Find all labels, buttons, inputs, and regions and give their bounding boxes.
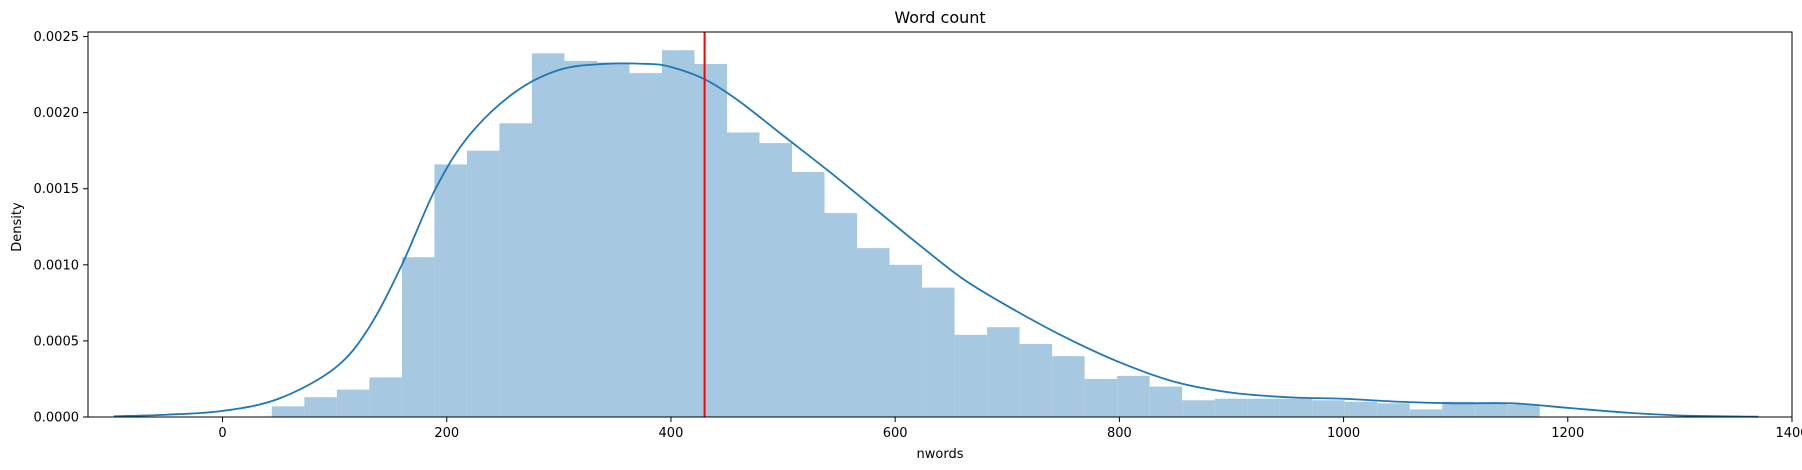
x-tick-label: 0	[218, 426, 226, 441]
x-tick-label: 1000	[1327, 426, 1360, 441]
histogram-bar	[922, 287, 955, 417]
x-tick-label: 400	[659, 426, 684, 441]
y-tick-label: 0.0020	[34, 106, 80, 121]
histogram-bar	[1474, 403, 1508, 417]
histogram-bar	[694, 63, 727, 418]
kde-curve-layer	[113, 62, 1759, 418]
histogram-bar	[1084, 378, 1118, 417]
histogram-bar	[857, 248, 890, 417]
histogram-bar	[759, 143, 793, 417]
histogram-bar	[1442, 401, 1475, 417]
histogram-bar	[629, 73, 662, 417]
y-tick-label: 0.0015	[34, 182, 80, 197]
histogram-bar	[792, 172, 825, 417]
histogram-bar	[499, 123, 532, 417]
histogram-bar	[434, 164, 467, 417]
histogram-bar	[531, 53, 565, 417]
x-tick-label: 800	[1107, 426, 1132, 441]
histogram-bar	[1344, 401, 1378, 417]
histogram-bar	[466, 150, 500, 417]
histogram-bar	[1149, 386, 1183, 417]
histogram-bar	[824, 213, 858, 417]
histogram-bar	[1312, 400, 1345, 417]
x-axis-label: nwords	[917, 447, 964, 462]
y-tick-label: 0.0000	[34, 411, 80, 426]
histogram-bar	[1279, 398, 1313, 417]
x-tick-label: 1200	[1551, 426, 1584, 441]
histogram-bar	[1247, 398, 1280, 417]
histogram-bar	[369, 377, 402, 417]
histogram-bar	[1214, 398, 1248, 417]
histogram-bar	[564, 60, 597, 417]
histogram-bar	[304, 397, 337, 417]
histogram-bar	[1117, 375, 1150, 417]
histogram-bar	[1052, 356, 1085, 417]
kde-curve	[113, 62, 1759, 418]
histogram-bar	[1377, 403, 1410, 417]
histogram-bar	[661, 50, 695, 418]
histogram-bar	[1409, 409, 1443, 417]
y-tick-label: 0.0025	[34, 30, 80, 45]
y-tick-label: 0.0005	[34, 334, 80, 349]
histogram-bar	[336, 389, 370, 417]
histogram-bar	[401, 257, 435, 417]
histogram-bar	[987, 327, 1020, 417]
histogram-bar	[1019, 343, 1053, 417]
axes	[87, 31, 1793, 418]
plot-frame	[87, 31, 1793, 418]
x-tick-label: 200	[434, 426, 459, 441]
histogram-bar	[271, 406, 305, 417]
histogram-bar	[727, 132, 760, 417]
histogram-bar	[596, 62, 630, 417]
histogram-bar	[954, 334, 988, 417]
y-axis-label: Density	[10, 202, 25, 252]
histogram-bar	[889, 264, 923, 417]
histogram-bars	[271, 50, 1540, 418]
histogram-bar	[1507, 404, 1540, 417]
x-tick-label: 600	[883, 426, 908, 441]
y-tick-label: 0.0010	[34, 258, 80, 273]
chart-title: Word count	[894, 8, 985, 27]
histogram-bar	[1182, 400, 1215, 417]
